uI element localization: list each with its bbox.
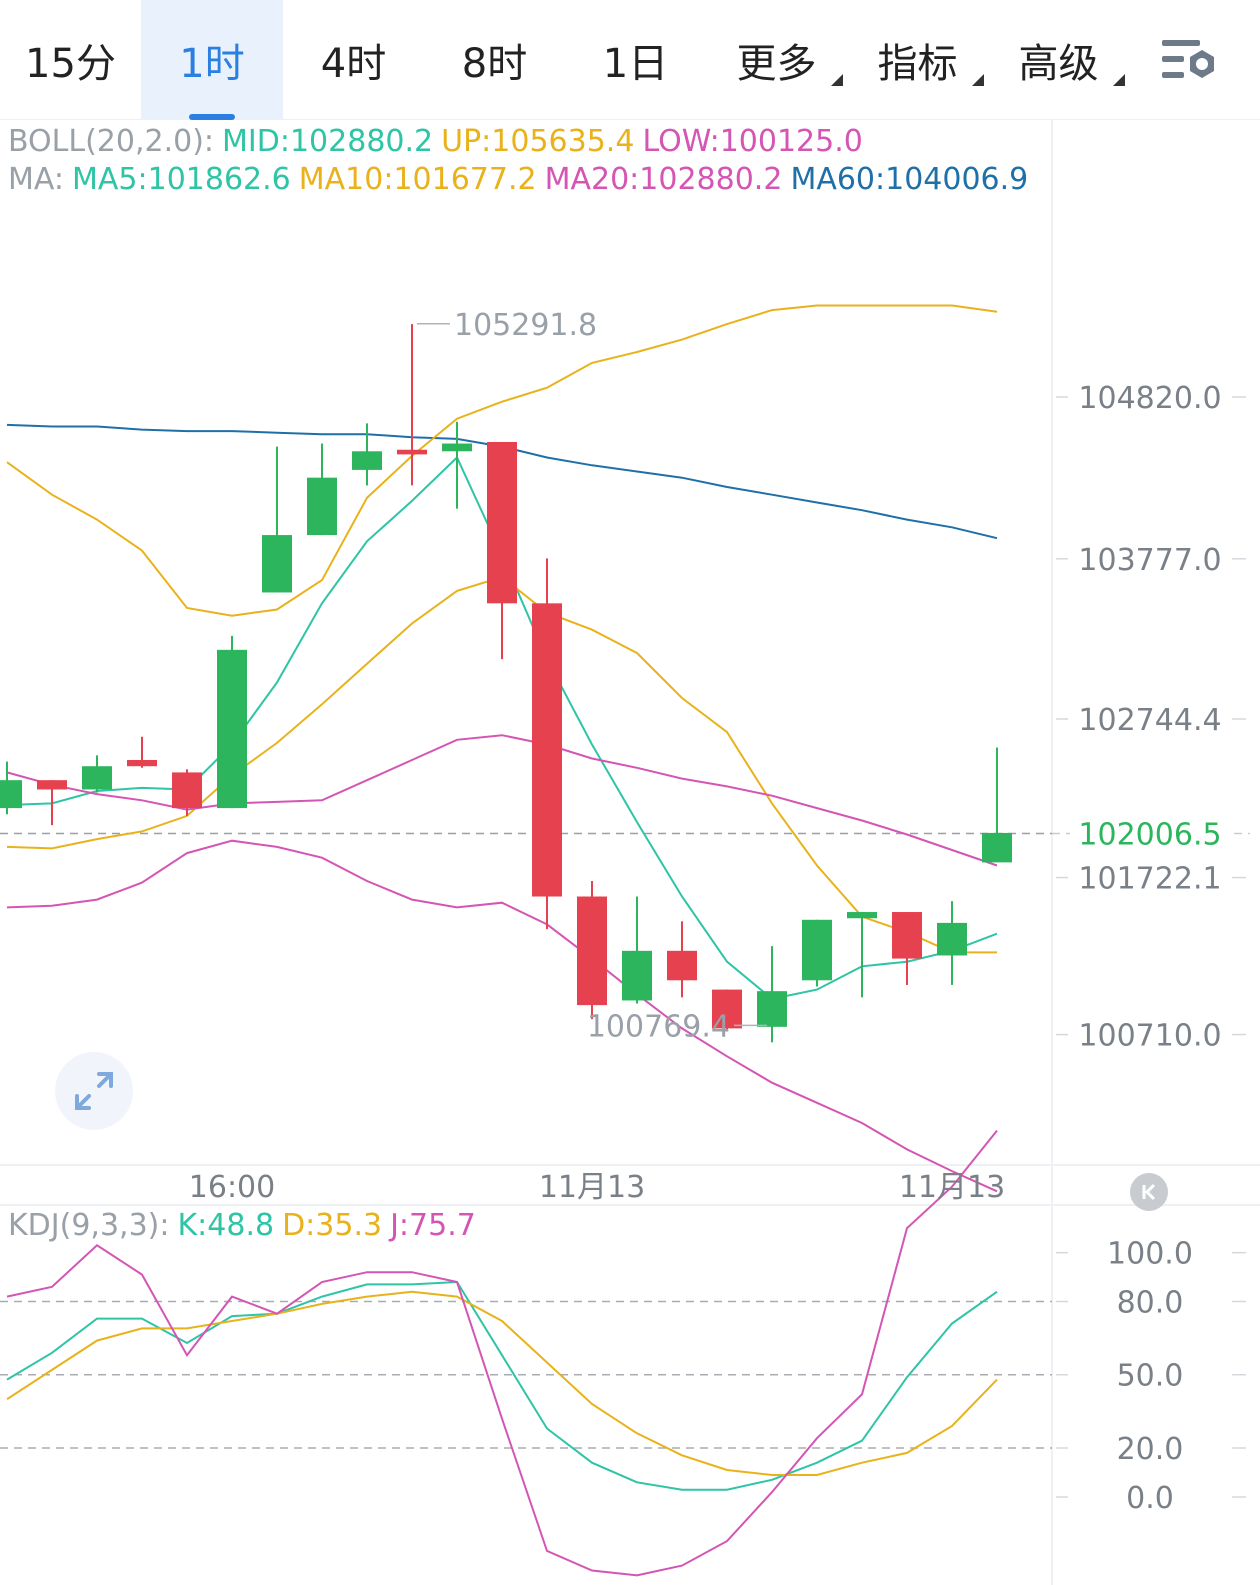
kdj-prefix: KDJ(9,3,3): bbox=[8, 1208, 170, 1243]
dropdown-triangle-icon bbox=[972, 74, 984, 86]
series-line-ma60 bbox=[6, 423, 998, 540]
kdj-axis-label: 0.0 bbox=[1126, 1481, 1174, 1516]
tab-advanced[interactable]: 高级 bbox=[988, 0, 1129, 120]
kdj-axis-label: 80.0 bbox=[1117, 1285, 1184, 1320]
series-line-ma10 bbox=[6, 575, 997, 954]
candle-body bbox=[82, 766, 112, 790]
candle-body bbox=[172, 772, 202, 809]
kdj-axis-label: 100.0 bbox=[1107, 1237, 1193, 1272]
expand-arrows-icon bbox=[75, 1072, 113, 1110]
tab-label: 1时 bbox=[179, 41, 245, 87]
price-axis-label: 104820.0 bbox=[1078, 381, 1221, 416]
kdj-line-d bbox=[6, 1290, 998, 1476]
tab-label: 15分 bbox=[25, 41, 116, 87]
interval-tab-bar: 15分 1时 4时 8时 1日 更多 指标 高级 bbox=[0, 0, 1260, 120]
expand-chart-button[interactable] bbox=[55, 1052, 133, 1130]
tab-4h[interactable]: 4时 bbox=[283, 0, 424, 120]
time-axis-label: 16:00 bbox=[189, 1170, 275, 1205]
tab-8h[interactable]: 8时 bbox=[424, 0, 565, 120]
price-axis-label: 101722.1 bbox=[1078, 862, 1221, 897]
candle-body bbox=[937, 922, 967, 956]
candle-body bbox=[442, 443, 472, 452]
kdj-axis-label: 50.0 bbox=[1117, 1359, 1184, 1394]
ma5-value: MA5:101862.6 bbox=[72, 162, 291, 197]
tab-label: 指标 bbox=[877, 41, 958, 87]
kdj-line-j bbox=[6, 1129, 998, 1577]
candle-body bbox=[577, 896, 607, 1006]
candle-body bbox=[352, 451, 382, 470]
candle-body bbox=[397, 449, 427, 455]
candle-body bbox=[982, 832, 1012, 863]
kdj-legend: KDJ(9,3,3): K:48.8 D:35.3 J:75.7 bbox=[8, 1208, 484, 1243]
ma-legend: MA: MA5:101862.6 MA10:101677.2 MA20:102880.… bbox=[8, 162, 1036, 197]
chart-settings-icon[interactable] bbox=[1160, 36, 1220, 88]
current-price-tag bbox=[1070, 813, 1230, 854]
kdj-k-value: K:48.8 bbox=[177, 1208, 275, 1243]
tab-indicators[interactable]: 指标 bbox=[847, 0, 988, 120]
series-line-ma5 bbox=[6, 455, 998, 1000]
candle-body bbox=[0, 780, 22, 809]
ma-prefix: MA: bbox=[8, 162, 64, 197]
boll-mid: MID:102880.2 bbox=[222, 124, 434, 159]
tab-1d[interactable]: 1日 bbox=[565, 0, 706, 120]
candle-body bbox=[802, 919, 832, 981]
price-axis-label: 100710.0 bbox=[1078, 1019, 1221, 1054]
active-tab-indicator bbox=[189, 114, 235, 120]
kdj-line-k bbox=[6, 1280, 998, 1491]
kdj-j-value: J:75.7 bbox=[390, 1208, 476, 1243]
candle-body bbox=[307, 477, 337, 536]
tab-15min[interactable]: 15分 bbox=[0, 0, 141, 120]
tab-label: 4时 bbox=[320, 41, 387, 87]
series-line-boll-up bbox=[6, 304, 998, 617]
dropdown-triangle-icon bbox=[831, 74, 843, 86]
candle-body bbox=[622, 950, 652, 1001]
candle-body bbox=[37, 780, 67, 790]
candle-body bbox=[127, 760, 157, 767]
candle-body bbox=[262, 535, 292, 593]
current-price-label: 102006.5 bbox=[1078, 817, 1221, 852]
tab-label: 1日 bbox=[602, 41, 669, 87]
boll-legend: BOLL(20,2.0): MID:102880.2 UP:105635.4 LOW:… bbox=[8, 124, 871, 159]
tab-label: 更多 bbox=[736, 41, 817, 87]
price-axis-label: 103777.0 bbox=[1078, 543, 1221, 578]
scroll-to-latest-icon[interactable] bbox=[1130, 1173, 1168, 1211]
boll-up: UP:105635.4 bbox=[441, 124, 635, 159]
boll-prefix: BOLL(20,2.0): bbox=[8, 124, 215, 159]
kdj-d-value: D:35.3 bbox=[282, 1208, 383, 1243]
ma20-value: MA20:102880.2 bbox=[544, 162, 783, 197]
tab-label: 高级 bbox=[1018, 41, 1099, 87]
price-axis-label: 102744.4 bbox=[1078, 703, 1221, 738]
series-line-boll-low bbox=[6, 839, 998, 1193]
candle-body bbox=[532, 603, 562, 897]
candle-body bbox=[667, 950, 697, 981]
kdj-axis-label: 20.0 bbox=[1117, 1432, 1184, 1467]
candle-body bbox=[487, 441, 517, 604]
candle-body bbox=[892, 912, 922, 959]
tab-label: 8时 bbox=[461, 41, 528, 87]
high-price-marker: 105291.8 bbox=[454, 308, 597, 343]
time-axis-label: 11月13 bbox=[899, 1170, 1005, 1205]
candle-body bbox=[847, 912, 877, 919]
candle-body bbox=[217, 649, 247, 809]
candle-body bbox=[757, 991, 787, 1027]
tab-more[interactable]: 更多 bbox=[706, 0, 847, 120]
dropdown-triangle-icon bbox=[1113, 74, 1125, 86]
low-price-marker: 100769.4 bbox=[587, 1009, 730, 1044]
tab-1h[interactable]: 1时 bbox=[141, 0, 283, 120]
time-axis-label: 11月13 bbox=[539, 1170, 645, 1205]
ma10-value: MA10:101677.2 bbox=[298, 162, 537, 197]
candle-body bbox=[712, 989, 742, 1029]
ma60-value: MA60:104006.9 bbox=[790, 162, 1029, 197]
boll-low: LOW:100125.0 bbox=[642, 124, 863, 159]
series-line-ma20 bbox=[6, 734, 998, 867]
